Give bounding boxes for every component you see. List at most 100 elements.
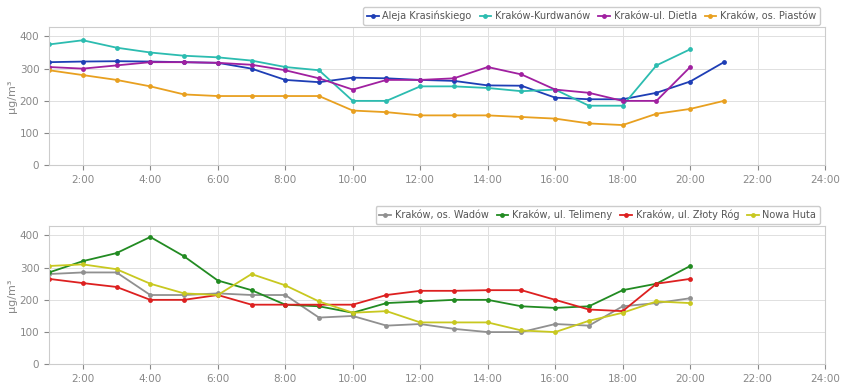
Line: Kraków, ul. Telimeny: Kraków, ul. Telimeny bbox=[47, 235, 693, 315]
Kraków, ul. Telimeny bbox=[584, 304, 594, 308]
Kraków-ul. Dietla bbox=[483, 65, 493, 69]
Kraków-ul. Dietla bbox=[449, 76, 459, 81]
Kraków-Kurdwanów bbox=[415, 84, 425, 89]
Aleja Krasińskiego bbox=[415, 77, 425, 82]
Kraków, os. Wadów bbox=[280, 293, 291, 298]
Kraków-ul. Dietla bbox=[617, 99, 628, 103]
Nowa Huta bbox=[617, 310, 628, 315]
Kraków, ul. Telimeny bbox=[280, 302, 291, 307]
Kraków, os. Wadów bbox=[584, 323, 594, 328]
Nowa Huta bbox=[112, 267, 122, 272]
Aleja Krasińskiego bbox=[112, 59, 122, 64]
Kraków, os. Piastów bbox=[314, 94, 324, 99]
Kraków, os. Piastów bbox=[145, 84, 155, 89]
Nowa Huta bbox=[314, 299, 324, 304]
Kraków, os. Piastów bbox=[179, 92, 189, 97]
Kraków-Kurdwanów bbox=[179, 54, 189, 58]
Kraków, os. Wadów bbox=[78, 270, 88, 275]
Nowa Huta bbox=[280, 283, 291, 288]
Kraków, os. Piastów bbox=[213, 94, 223, 99]
Kraków-ul. Dietla bbox=[651, 99, 662, 103]
Kraków, os. Wadów bbox=[550, 322, 560, 326]
Kraków-Kurdwanów bbox=[112, 45, 122, 50]
Line: Kraków, ul. Złoty Róg: Kraków, ul. Złoty Róg bbox=[47, 276, 693, 314]
Aleja Krasińskiego bbox=[483, 83, 493, 88]
Kraków-Kurdwanów bbox=[347, 99, 357, 103]
Kraków, ul. Telimeny bbox=[550, 305, 560, 310]
Aleja Krasińskiego bbox=[145, 59, 155, 64]
Kraków, ul. Telimeny bbox=[517, 304, 527, 308]
Kraków-Kurdwanów bbox=[685, 47, 695, 52]
Aleja Krasińskiego bbox=[213, 61, 223, 65]
Kraków, ul. Telimeny bbox=[685, 264, 695, 268]
Kraków-Kurdwanów bbox=[483, 86, 493, 90]
Nowa Huta bbox=[179, 291, 189, 296]
Kraków, os. Wadów bbox=[246, 293, 257, 298]
Kraków, ul. Telimeny bbox=[347, 310, 357, 315]
Kraków, ul. Telimeny bbox=[314, 304, 324, 308]
Kraków, ul. Telimeny bbox=[44, 270, 54, 275]
Kraków-Kurdwanów bbox=[213, 55, 223, 60]
Kraków, ul. Telimeny bbox=[415, 299, 425, 304]
Kraków-ul. Dietla bbox=[517, 72, 527, 77]
Nowa Huta bbox=[584, 318, 594, 323]
Kraków-Kurdwanów bbox=[246, 58, 257, 63]
Kraków, ul. Telimeny bbox=[449, 298, 459, 302]
Kraków-Kurdwanów bbox=[314, 68, 324, 73]
Kraków, os. Piastów bbox=[550, 116, 560, 121]
Aleja Krasińskiego bbox=[347, 75, 357, 80]
Kraków, os. Piastów bbox=[246, 94, 257, 99]
Kraków, os. Piastów bbox=[617, 123, 628, 127]
Nowa Huta bbox=[685, 301, 695, 305]
Kraków-ul. Dietla bbox=[584, 90, 594, 95]
Kraków, os. Wadów bbox=[347, 314, 357, 318]
Kraków-ul. Dietla bbox=[347, 87, 357, 92]
Kraków, os. Wadów bbox=[651, 301, 662, 305]
Aleja Krasińskiego bbox=[550, 95, 560, 100]
Kraków, ul. Złoty Róg bbox=[112, 285, 122, 289]
Aleja Krasińskiego bbox=[517, 83, 527, 88]
Kraków, ul. Złoty Róg bbox=[145, 298, 155, 302]
Nowa Huta bbox=[213, 293, 223, 298]
Kraków-ul. Dietla bbox=[280, 68, 291, 73]
Kraków, os. Piastów bbox=[112, 77, 122, 82]
Kraków, ul. Telimeny bbox=[78, 259, 88, 264]
Kraków, os. Wadów bbox=[449, 326, 459, 331]
Kraków-ul. Dietla bbox=[685, 65, 695, 69]
Line: Kraków, os. Piastów: Kraków, os. Piastów bbox=[47, 68, 727, 127]
Kraków-ul. Dietla bbox=[213, 61, 223, 65]
Kraków, os. Wadów bbox=[179, 293, 189, 298]
Aleja Krasińskiego bbox=[685, 79, 695, 84]
Nowa Huta bbox=[381, 309, 391, 314]
Nowa Huta bbox=[347, 310, 357, 315]
Kraków, os. Wadów bbox=[112, 270, 122, 275]
Line: Kraków-Kurdwanów: Kraków-Kurdwanów bbox=[47, 38, 693, 108]
Aleja Krasińskiego bbox=[651, 90, 662, 95]
Kraków-ul. Dietla bbox=[112, 63, 122, 68]
Y-axis label: μg/m³: μg/m³ bbox=[7, 278, 17, 312]
Kraków, os. Wadów bbox=[213, 291, 223, 296]
Kraków, ul. Złoty Róg bbox=[213, 293, 223, 298]
Nowa Huta bbox=[145, 282, 155, 286]
Kraków, ul. Złoty Róg bbox=[179, 298, 189, 302]
Kraków, os. Piastów bbox=[347, 108, 357, 113]
Kraków, os. Piastów bbox=[415, 113, 425, 118]
Kraków, os. Piastów bbox=[483, 113, 493, 118]
Aleja Krasińskiego bbox=[584, 97, 594, 102]
Aleja Krasińskiego bbox=[617, 97, 628, 102]
Kraków, ul. Złoty Róg bbox=[651, 282, 662, 286]
Kraków-ul. Dietla bbox=[550, 87, 560, 92]
Aleja Krasińskiego bbox=[280, 77, 291, 82]
Kraków-ul. Dietla bbox=[78, 66, 88, 71]
Kraków, os. Piastów bbox=[651, 111, 662, 116]
Kraków, os. Wadów bbox=[415, 322, 425, 326]
Aleja Krasińskiego bbox=[381, 76, 391, 81]
Kraków, ul. Złoty Róg bbox=[381, 293, 391, 298]
Kraków-Kurdwanów bbox=[584, 103, 594, 108]
Kraków, os. Piastów bbox=[584, 121, 594, 126]
Line: Kraków-ul. Dietla: Kraków-ul. Dietla bbox=[47, 60, 693, 103]
Kraków, ul. Złoty Róg bbox=[246, 302, 257, 307]
Kraków-ul. Dietla bbox=[314, 76, 324, 81]
Kraków, os. Wadów bbox=[685, 296, 695, 301]
Aleja Krasińskiego bbox=[179, 60, 189, 65]
